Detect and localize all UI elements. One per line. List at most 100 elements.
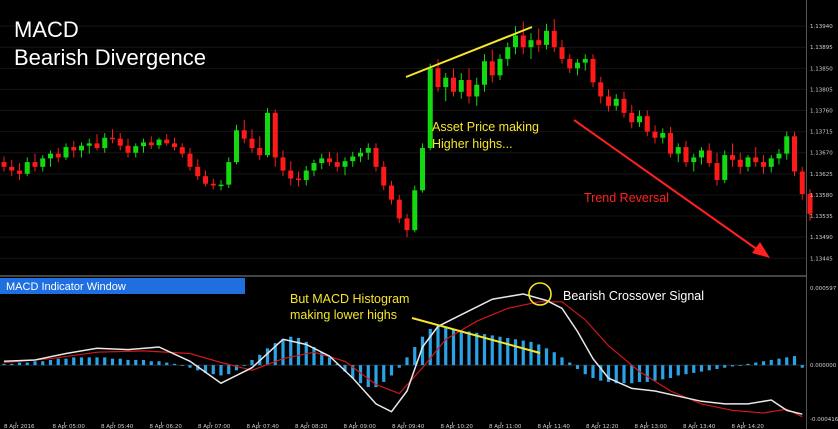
candle-body: [365, 148, 371, 153]
candle-body: [241, 130, 247, 139]
candle-body: [272, 112, 278, 158]
candle-body: [148, 142, 154, 146]
histogram-bar: [661, 365, 665, 380]
histogram-bar: [699, 365, 704, 372]
histogram-bar: [180, 365, 184, 366]
histogram-bar: [126, 359, 130, 366]
histogram-bar: [265, 348, 270, 366]
histogram-bar: [157, 361, 161, 366]
histogram-bar: [730, 365, 735, 367]
histogram-bar: [87, 357, 91, 366]
price-tick-label: 1.13715: [810, 130, 833, 136]
candle-body: [644, 116, 650, 132]
histogram-bar: [234, 365, 239, 371]
histogram-bar: [761, 361, 766, 366]
time-tick-label: 8 Apr 07:00: [198, 424, 231, 429]
histogram-bar: [33, 361, 37, 366]
price-tick-label: 1.13490: [810, 235, 833, 241]
histogram-bar: [72, 357, 76, 366]
candle-body: [621, 98, 627, 113]
candle-body: [768, 158, 774, 167]
price-tick-label: 1.13805: [810, 87, 833, 93]
histogram-bar: [630, 365, 634, 384]
candle-body: [164, 139, 170, 144]
histogram-bar: [227, 365, 231, 375]
crossover-highlight-circle: [528, 282, 552, 306]
price-trendline: [405, 26, 533, 78]
time-tick-label: 8 Apr 06:20: [150, 424, 183, 429]
candle-body: [187, 153, 193, 167]
histogram-bar: [467, 331, 471, 366]
annotation-trend-reversal: Trend Reversal: [584, 191, 669, 205]
histogram-bar: [777, 358, 781, 366]
histogram-bar: [746, 363, 750, 366]
histogram-bar: [296, 337, 301, 366]
candle-body: [102, 137, 108, 149]
histogram-bar: [521, 340, 525, 366]
histogram-bar: [343, 365, 347, 372]
candle-body: [265, 112, 270, 156]
histogram-bar: [792, 356, 797, 366]
candle-body: [179, 147, 185, 154]
time-tick-label: 8 Apr 2016: [4, 424, 35, 429]
candle-body: [497, 58, 503, 76]
annotation-price-higher-highs-2: Higher highs...: [432, 137, 513, 151]
axes: 1.13940 1.13895 1.13850 1.13805 1.13760 1.137…: [4, 24, 838, 429]
histogram-bar: [149, 361, 153, 366]
histogram-bar: [436, 326, 440, 366]
candle-body: [1, 162, 7, 167]
histogram-bar: [203, 365, 208, 373]
candle-body: [458, 80, 464, 92]
histogram-bar: [475, 332, 479, 366]
candle-body: [48, 153, 53, 159]
candle-body: [234, 130, 239, 163]
candle-body: [396, 199, 402, 219]
indicator-tick-label: -0.000416: [810, 417, 838, 423]
candle-body: [319, 158, 325, 164]
trend-reversal-arrow: [573, 119, 759, 251]
histogram-bar: [64, 358, 68, 366]
annotation-price-higher-highs-1: Asset Price making: [432, 120, 539, 134]
candle-body: [412, 190, 418, 231]
price-tick-label: 1.13940: [810, 24, 833, 30]
price-tick-label: 1.13760: [810, 109, 833, 115]
histogram-bar: [676, 365, 680, 376]
title-line-1: MACD: [14, 17, 79, 42]
time-tick-label: 8 Apr 09:00: [344, 424, 377, 429]
time-tick-label: 8 Apr 11:40: [538, 424, 571, 429]
price-tick-label: 1.13445: [810, 256, 833, 262]
candle-body: [699, 150, 704, 158]
candle-body: [567, 58, 573, 69]
histogram-bar: [134, 359, 138, 366]
histogram-bar: [738, 365, 742, 366]
price-tick-label: 1.13895: [810, 45, 833, 51]
candle-body: [203, 176, 208, 184]
price-tick-label: 1.13850: [810, 66, 833, 72]
histogram-bar: [25, 362, 29, 366]
histogram-bar: [118, 358, 122, 366]
histogram-bar: [575, 365, 580, 370]
candle-body: [435, 68, 441, 88]
candle-body: [730, 155, 735, 160]
candle-body: [226, 162, 232, 185]
candle-body: [296, 178, 301, 181]
histogram-bar: [506, 337, 510, 366]
candle-body: [784, 136, 790, 154]
histogram-bar: [498, 336, 502, 366]
price-candles: [1, 19, 813, 238]
candle-body: [342, 161, 348, 167]
candle-body: [613, 98, 619, 106]
candle-body: [590, 58, 596, 83]
time-tick-label: 8 Apr 14:20: [732, 424, 765, 429]
histogram-bar: [513, 339, 518, 366]
candle-body: [489, 61, 495, 76]
histogram-bar: [281, 339, 285, 366]
histogram-bar: [389, 365, 394, 376]
candle-body: [117, 138, 123, 146]
candle-body: [288, 170, 294, 179]
histogram-bar: [707, 365, 711, 371]
histogram-bar: [653, 365, 657, 381]
pane-divider: [0, 275, 806, 277]
histogram-bar: [637, 365, 642, 382]
annotation-bearish-crossover: Bearish Crossover Signal: [563, 289, 704, 303]
